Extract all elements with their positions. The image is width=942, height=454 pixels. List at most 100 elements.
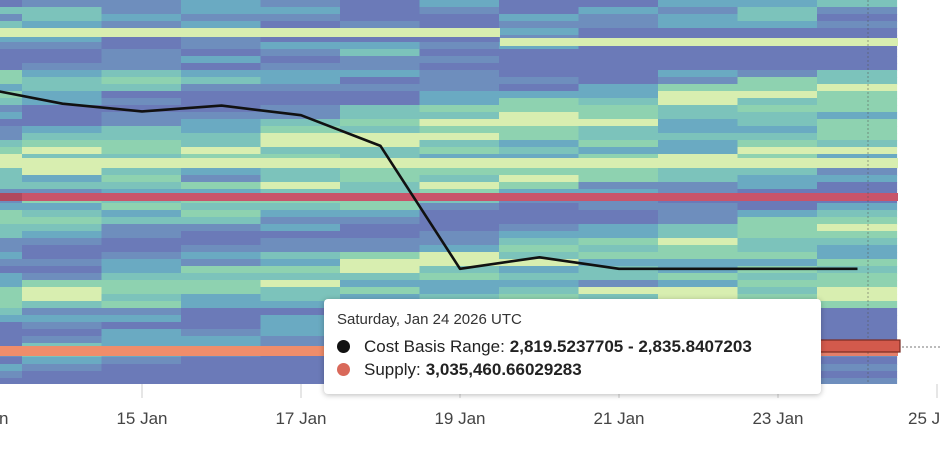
heatmap-cell xyxy=(181,378,262,384)
heatmap-cell xyxy=(737,280,818,288)
heatmap-cell xyxy=(181,189,262,197)
heatmap-cell xyxy=(260,371,341,379)
heatmap-cell xyxy=(181,273,262,281)
heatmap-cell xyxy=(737,84,818,92)
heatmap-cell xyxy=(499,49,580,57)
heatmap-cell xyxy=(0,14,22,22)
heatmap-cell xyxy=(737,140,818,148)
heatmap-cell xyxy=(817,231,898,239)
heatmap-cell xyxy=(22,210,103,218)
heatmap-band-supply-lower xyxy=(0,346,420,356)
heatmap-cell xyxy=(419,49,500,57)
heatmap-cell xyxy=(101,70,182,78)
heatmap-cell xyxy=(817,175,898,183)
x-tick-label: 15 Jan xyxy=(116,409,167,428)
heatmap-cell xyxy=(419,175,500,183)
heatmap-cell xyxy=(101,322,182,330)
heatmap-cell xyxy=(181,35,262,43)
heatmap-cell xyxy=(340,245,421,253)
heatmap-cell xyxy=(499,217,580,225)
heatmap-cell xyxy=(499,280,580,288)
heatmap-cell xyxy=(181,49,262,57)
heatmap-cell xyxy=(499,245,580,253)
heatmap-cell xyxy=(22,84,103,92)
heatmap-cell xyxy=(101,35,182,43)
heatmap-cell xyxy=(578,189,659,197)
heatmap-cell xyxy=(340,105,421,113)
heatmap-cell xyxy=(340,252,421,260)
heatmap-cell xyxy=(260,224,341,232)
heatmap-cell xyxy=(0,322,22,330)
heatmap-cell xyxy=(658,154,739,162)
heatmap-cell xyxy=(340,182,421,190)
heatmap-cell xyxy=(658,189,739,197)
heatmap-cell xyxy=(658,203,739,211)
heatmap-cell xyxy=(817,77,898,85)
heatmap-cell xyxy=(499,154,580,162)
heatmap-cell xyxy=(0,336,22,344)
heatmap-cell xyxy=(0,84,22,92)
heatmap-cell xyxy=(260,126,341,134)
heatmap-cell xyxy=(340,126,421,134)
heatmap-cell xyxy=(181,42,262,50)
heatmap-cell xyxy=(0,203,22,211)
heatmap-cell xyxy=(0,364,22,372)
heatmap-cell xyxy=(340,42,421,50)
heatmap-cell xyxy=(340,49,421,57)
heatmap-cell xyxy=(817,203,898,211)
heatmap-cell xyxy=(260,133,341,141)
heatmap-cell xyxy=(737,287,818,295)
heatmap-cell xyxy=(22,140,103,148)
heatmap-cell xyxy=(658,70,739,78)
heatmap-cell xyxy=(817,287,898,295)
heatmap-cell xyxy=(817,70,898,78)
heatmap-cell xyxy=(22,280,103,288)
heatmap-cell xyxy=(499,294,580,302)
heatmap-cell xyxy=(22,259,103,267)
heatmap-cell xyxy=(737,119,818,127)
heatmap-cell xyxy=(0,294,22,302)
heatmap-cell xyxy=(658,238,739,246)
heatmap-cell xyxy=(260,301,341,309)
heatmap-cell xyxy=(817,21,898,29)
heatmap-cell xyxy=(22,126,103,134)
heatmap-cell xyxy=(0,147,22,155)
heatmap-cell xyxy=(260,329,341,337)
heatmap-cell xyxy=(658,112,739,120)
tooltip-date: Saturday, Jan 24 2026 UTC xyxy=(337,311,522,328)
heatmap-cell xyxy=(658,28,739,36)
heatmap-cell xyxy=(0,315,22,323)
heatmap-cell xyxy=(817,147,898,155)
heatmap-cell xyxy=(817,84,898,92)
heatmap-cell xyxy=(658,182,739,190)
heatmap-cell xyxy=(260,259,341,267)
heatmap-cell xyxy=(658,119,739,127)
heatmap-cell xyxy=(340,140,421,148)
heatmap-cell xyxy=(419,182,500,190)
heatmap-cell xyxy=(658,273,739,281)
heatmap-cell xyxy=(260,0,341,8)
x-tick-label: 23 Jan xyxy=(752,409,803,428)
heatmap-cell xyxy=(0,21,22,29)
heatmap-cell xyxy=(737,105,818,113)
heatmap-cell xyxy=(101,371,182,379)
heatmap-cell xyxy=(817,168,898,176)
heatmap-cell xyxy=(260,49,341,57)
heatmap-cell xyxy=(101,140,182,148)
heatmap-cell xyxy=(578,119,659,127)
heatmap-cell xyxy=(737,294,818,302)
heatmap-cell xyxy=(340,280,421,288)
heatmap-cell xyxy=(419,231,500,239)
heatmap-cell xyxy=(578,112,659,120)
heatmap-cell xyxy=(817,182,898,190)
heatmap-cell xyxy=(101,0,182,8)
heatmap-cell xyxy=(22,308,103,316)
heatmap-cell xyxy=(419,147,500,155)
heatmap-cell xyxy=(817,56,898,64)
x-tick-label: 25 J xyxy=(908,409,940,428)
heatmap-cell xyxy=(419,42,500,50)
heatmap-cell xyxy=(419,112,500,120)
heatmap-cell xyxy=(658,147,739,155)
heatmap-cell xyxy=(499,112,580,120)
heatmap-cell xyxy=(260,70,341,78)
